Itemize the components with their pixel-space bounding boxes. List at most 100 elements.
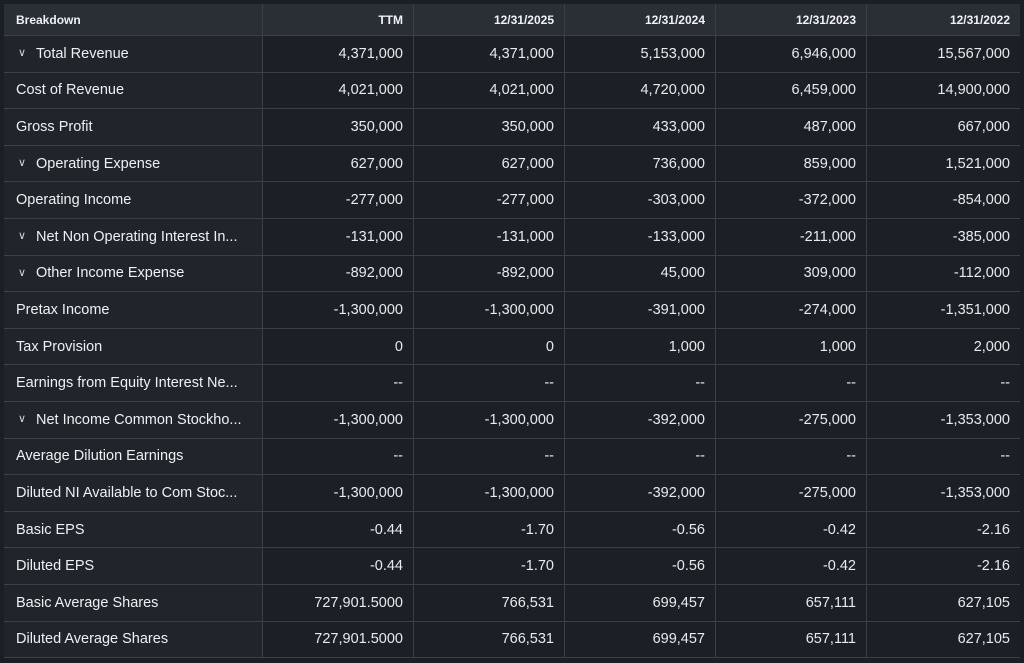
row-label: Diluted NI Available to Com Stoc...: [4, 475, 263, 512]
row-label-text: Basic Average Shares: [16, 594, 159, 611]
value-cell: -275,000: [716, 475, 867, 512]
value-cell: -112,000: [867, 255, 1020, 293]
row-label: Pretax Income: [4, 292, 263, 329]
value-cell: 0: [263, 328, 414, 366]
row-label-text: Operating Expense: [36, 155, 161, 172]
value-cell: -277,000: [263, 182, 414, 219]
row-label[interactable]: ∨ Operating Expense: [4, 145, 263, 183]
value-cell: -1,351,000: [867, 292, 1020, 329]
value-cell: -385,000: [867, 218, 1020, 256]
row-label-text: Net Non Operating Interest In...: [36, 228, 238, 245]
value-cell: 487,000: [716, 109, 867, 146]
value-cell: -274,000: [716, 292, 867, 329]
value-cell: -1,300,000: [263, 401, 414, 439]
value-cell: -275,000: [716, 401, 867, 439]
value-cell: 4,371,000: [263, 36, 414, 73]
row-label-text: Pretax Income: [16, 301, 110, 318]
value-cell: -1,353,000: [867, 401, 1020, 439]
row-label: Basic EPS: [4, 511, 263, 549]
row-label-text: Tax Provision: [16, 338, 103, 355]
row-label: Diluted EPS: [4, 548, 263, 585]
chevron-down-icon[interactable]: ∨: [18, 47, 27, 60]
row-label-text: Cost of Revenue: [16, 82, 125, 99]
value-cell: --: [263, 438, 414, 476]
column-header-2023[interactable]: 12/31/2023: [716, 4, 867, 36]
chevron-down-icon[interactable]: ∨: [18, 157, 27, 170]
value-cell: 350,000: [263, 109, 414, 146]
value-cell: -0.56: [565, 548, 716, 585]
row-label[interactable]: ∨ Net Non Operating Interest In...: [4, 218, 263, 256]
row-label-text: Other Income Expense: [36, 265, 185, 282]
column-header-breakdown: Breakdown: [4, 4, 263, 36]
row-label-text: Basic EPS: [16, 521, 85, 538]
value-cell: -372,000: [716, 182, 867, 219]
value-cell: -0.56: [565, 511, 716, 549]
value-cell: 2,000: [867, 328, 1020, 366]
row-label-text: Net Income Common Stockho...: [36, 411, 242, 428]
value-cell: 6,946,000: [716, 36, 867, 73]
value-cell: 5,153,000: [565, 36, 716, 73]
chevron-down-icon[interactable]: ∨: [18, 266, 27, 279]
value-cell: -2.16: [867, 511, 1020, 549]
value-cell: -1,300,000: [263, 475, 414, 512]
value-cell: -131,000: [263, 218, 414, 256]
value-cell: -1,300,000: [263, 292, 414, 329]
chevron-down-icon[interactable]: ∨: [18, 413, 27, 426]
value-cell: 699,457: [565, 621, 716, 659]
value-cell: -303,000: [565, 182, 716, 219]
row-label-text: Diluted Average Shares: [16, 631, 169, 648]
value-cell: -1.70: [414, 548, 565, 585]
value-cell: 0: [414, 328, 565, 366]
row-label-text: Diluted NI Available to Com Stoc...: [16, 484, 238, 501]
value-cell: -133,000: [565, 218, 716, 256]
value-cell: -892,000: [263, 255, 414, 293]
value-cell: --: [414, 365, 565, 402]
value-cell: -1,353,000: [867, 475, 1020, 512]
value-cell: 4,371,000: [414, 36, 565, 73]
row-label[interactable]: ∨ Other Income Expense: [4, 255, 263, 293]
column-header-2024[interactable]: 12/31/2024: [565, 4, 716, 36]
value-cell: -131,000: [414, 218, 565, 256]
value-cell: 627,000: [414, 145, 565, 183]
value-cell: -1,300,000: [414, 292, 565, 329]
value-cell: --: [565, 365, 716, 402]
value-cell: -211,000: [716, 218, 867, 256]
value-cell: 736,000: [565, 145, 716, 183]
value-cell: 727,901.5000: [263, 584, 414, 622]
value-cell: --: [867, 365, 1020, 402]
value-cell: 4,021,000: [263, 72, 414, 110]
column-header-2022[interactable]: 12/31/2022: [867, 4, 1020, 36]
value-cell: -391,000: [565, 292, 716, 329]
value-cell: --: [263, 365, 414, 402]
row-label-text: Operating Income: [16, 192, 132, 209]
value-cell: -892,000: [414, 255, 565, 293]
column-header-ttm[interactable]: TTM: [263, 4, 414, 36]
value-cell: 859,000: [716, 145, 867, 183]
value-cell: -0.42: [716, 548, 867, 585]
value-cell: 667,000: [867, 109, 1020, 146]
chevron-down-icon[interactable]: ∨: [18, 230, 27, 243]
value-cell: -0.44: [263, 511, 414, 549]
value-cell: 627,105: [867, 621, 1020, 659]
row-label: Diluted Average Shares: [4, 621, 263, 659]
value-cell: --: [414, 438, 565, 476]
value-cell: -392,000: [565, 475, 716, 512]
value-cell: 350,000: [414, 109, 565, 146]
value-cell: 1,521,000: [867, 145, 1020, 183]
value-cell: 433,000: [565, 109, 716, 146]
row-label: Cost of Revenue: [4, 72, 263, 110]
value-cell: 1,000: [716, 328, 867, 366]
row-label-text: Total Revenue: [36, 45, 129, 62]
value-cell: --: [716, 438, 867, 476]
column-header-2025[interactable]: 12/31/2025: [414, 4, 565, 36]
row-label: Earnings from Equity Interest Ne...: [4, 365, 263, 402]
value-cell: -392,000: [565, 401, 716, 439]
value-cell: 6,459,000: [716, 72, 867, 110]
value-cell: 657,111: [716, 584, 867, 622]
value-cell: 4,720,000: [565, 72, 716, 110]
row-label[interactable]: ∨ Net Income Common Stockho...: [4, 401, 263, 439]
row-label: Average Dilution Earnings: [4, 438, 263, 476]
row-label: Operating Income: [4, 182, 263, 219]
value-cell: -1,300,000: [414, 475, 565, 512]
row-label[interactable]: ∨ Total Revenue: [4, 36, 263, 73]
